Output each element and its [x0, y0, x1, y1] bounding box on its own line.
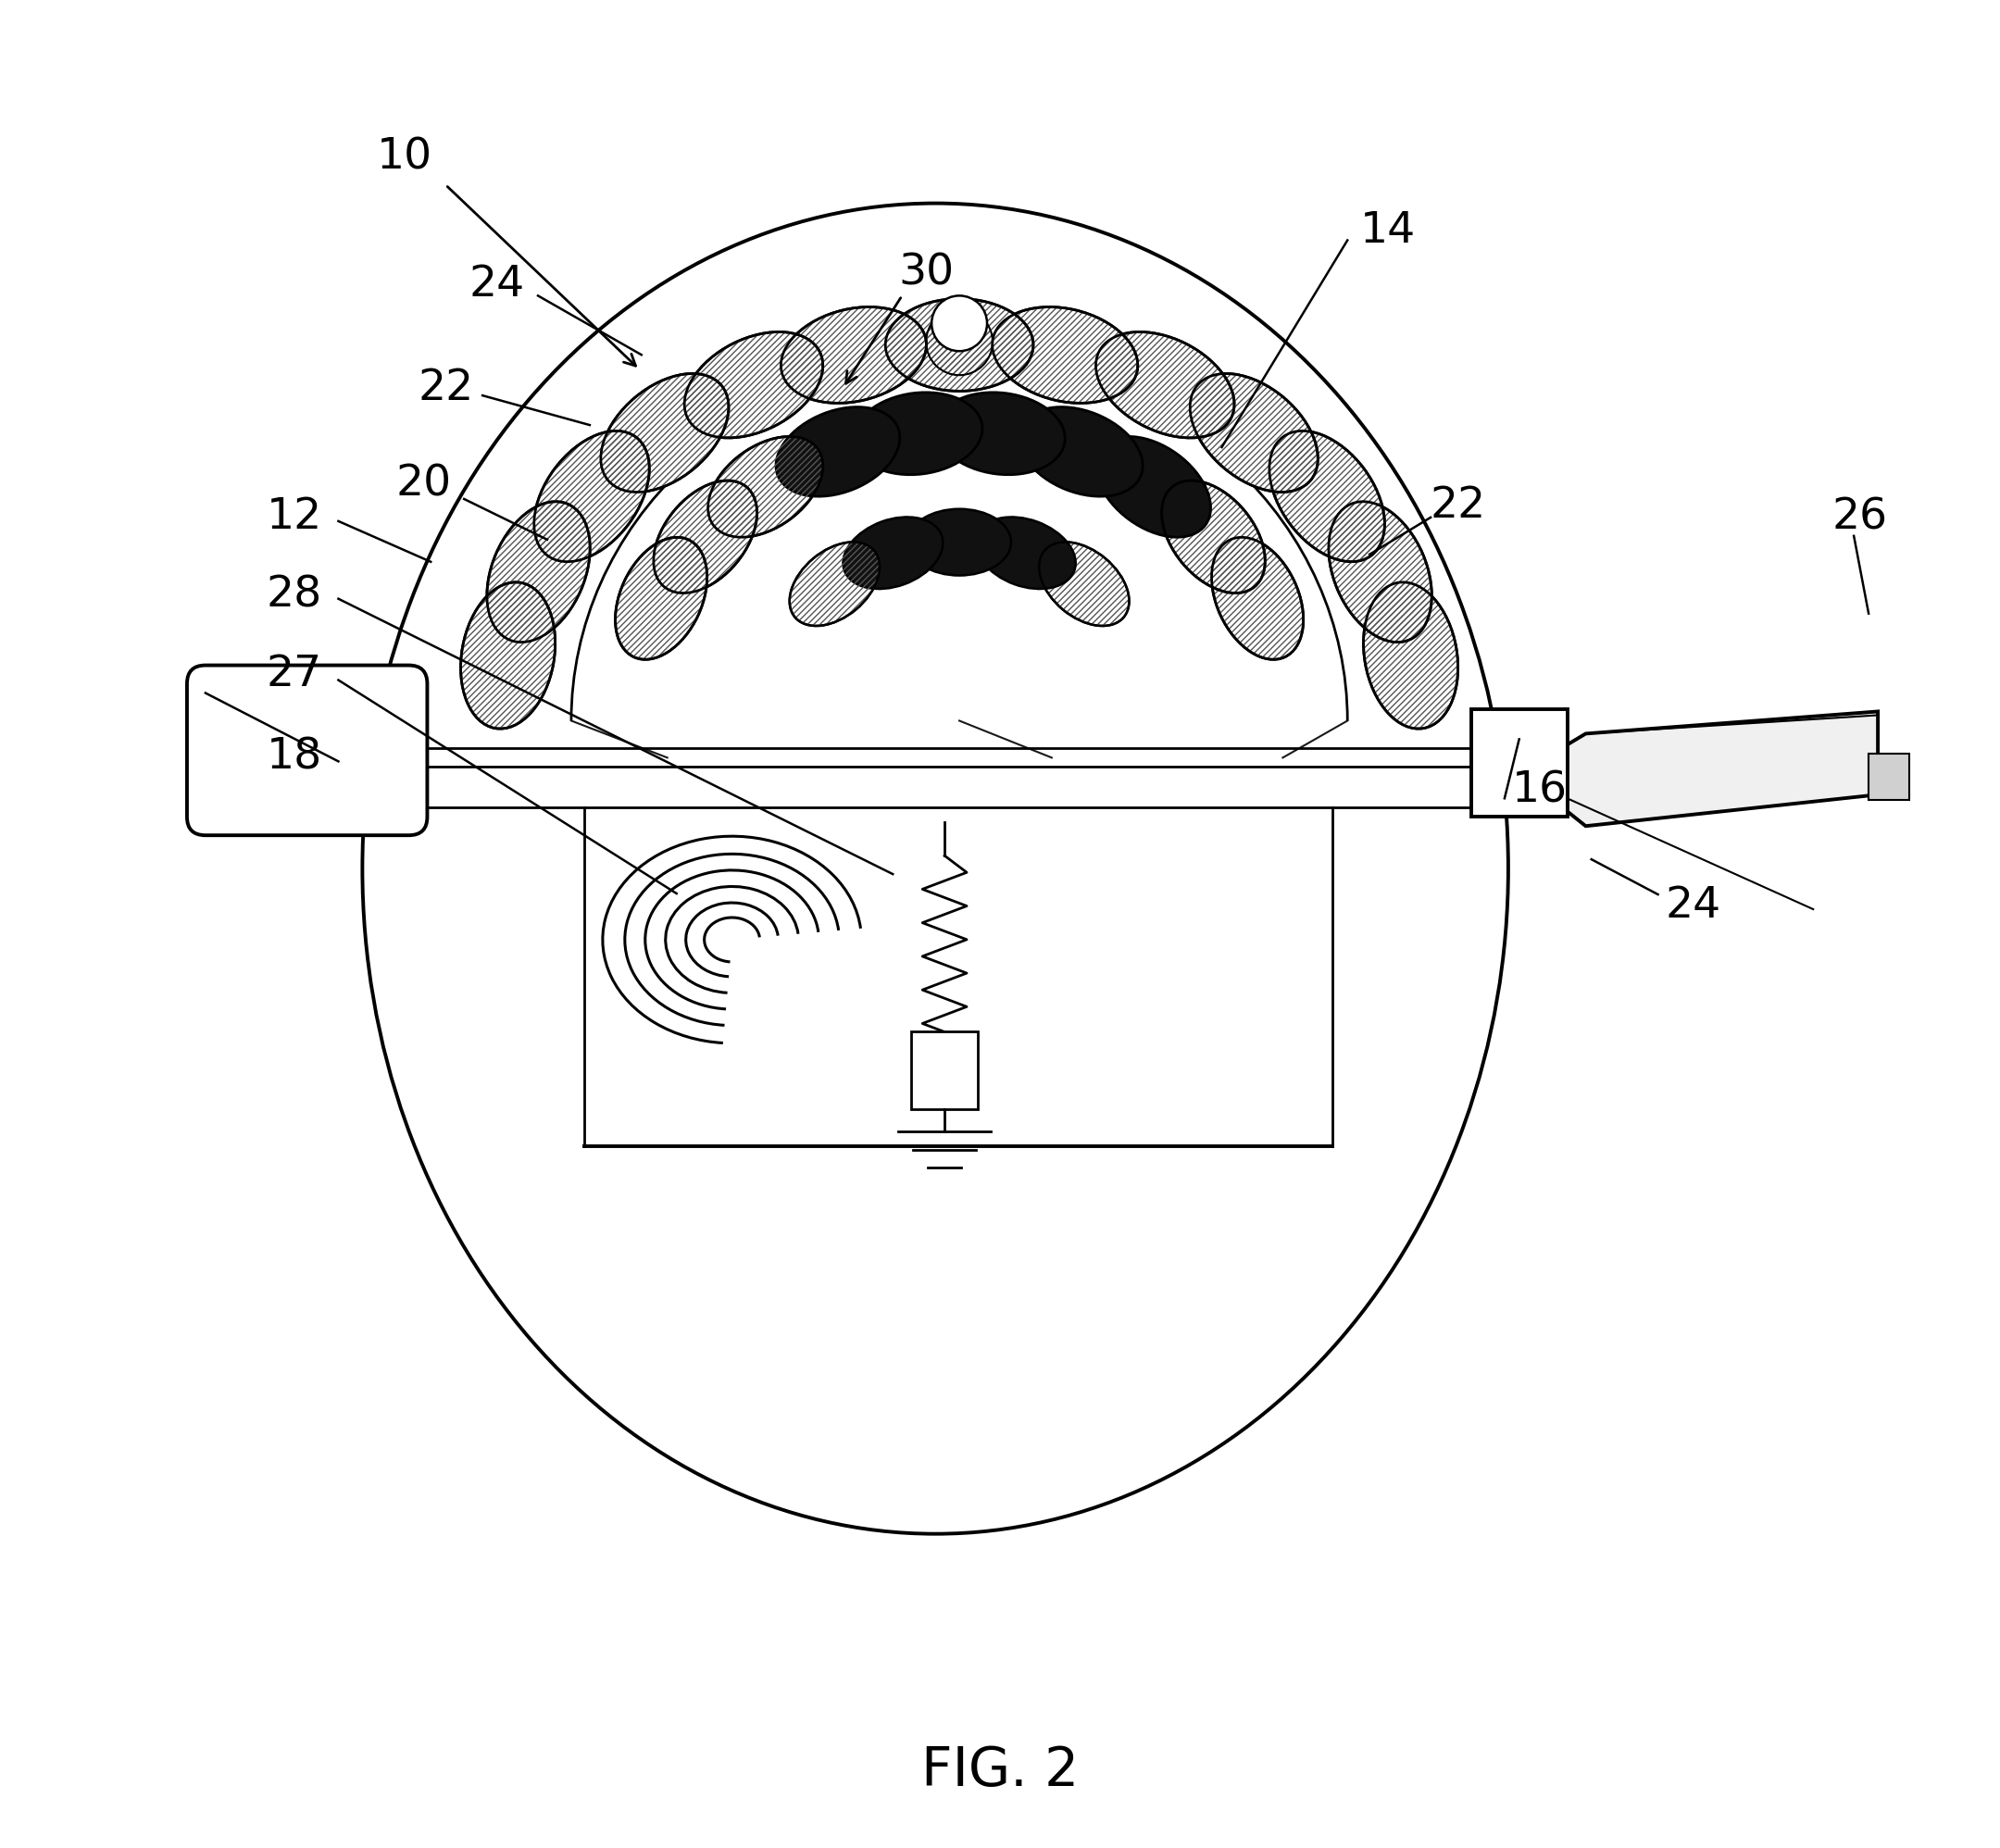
Text: FIG. 2: FIG. 2: [922, 1745, 1078, 1796]
Circle shape: [932, 296, 988, 351]
Ellipse shape: [1328, 501, 1432, 641]
Polygon shape: [1568, 711, 1878, 826]
Ellipse shape: [460, 582, 556, 728]
Text: 18: 18: [266, 737, 322, 778]
Ellipse shape: [1040, 541, 1130, 626]
Text: 16: 16: [1512, 771, 1568, 811]
Ellipse shape: [486, 501, 590, 641]
Ellipse shape: [684, 333, 822, 438]
FancyBboxPatch shape: [186, 665, 428, 835]
Text: 14: 14: [1360, 211, 1416, 251]
Text: 26: 26: [1832, 497, 1888, 538]
Text: 24: 24: [1666, 885, 1720, 926]
Ellipse shape: [1190, 373, 1318, 492]
Ellipse shape: [362, 203, 1508, 1534]
Ellipse shape: [908, 508, 1012, 575]
Ellipse shape: [776, 407, 900, 497]
Text: 22: 22: [418, 368, 474, 408]
Ellipse shape: [534, 431, 650, 562]
Text: 28: 28: [266, 575, 322, 615]
Ellipse shape: [926, 309, 992, 375]
Bar: [912, 1031, 978, 1109]
Bar: [1472, 710, 1568, 817]
Ellipse shape: [654, 480, 758, 593]
Text: 30: 30: [898, 253, 954, 294]
Ellipse shape: [844, 517, 942, 590]
Ellipse shape: [1364, 582, 1458, 728]
Ellipse shape: [780, 307, 926, 403]
Ellipse shape: [886, 299, 1034, 392]
Text: 22: 22: [1430, 486, 1486, 527]
Text: 24: 24: [470, 264, 526, 305]
Ellipse shape: [1096, 436, 1210, 538]
Ellipse shape: [600, 373, 728, 492]
Ellipse shape: [854, 392, 982, 475]
Ellipse shape: [616, 538, 708, 660]
Ellipse shape: [708, 436, 822, 538]
Ellipse shape: [992, 307, 1138, 403]
Ellipse shape: [1018, 407, 1142, 497]
Text: 20: 20: [396, 464, 452, 505]
Ellipse shape: [936, 392, 1066, 475]
Ellipse shape: [790, 541, 880, 626]
Ellipse shape: [976, 517, 1076, 590]
Text: 12: 12: [266, 497, 322, 538]
Ellipse shape: [1162, 480, 1266, 593]
Text: 27: 27: [266, 654, 322, 695]
Bar: [1868, 754, 1910, 800]
Text: 10: 10: [378, 137, 432, 177]
Ellipse shape: [1096, 333, 1234, 438]
Ellipse shape: [1212, 538, 1304, 660]
Ellipse shape: [1270, 431, 1384, 562]
